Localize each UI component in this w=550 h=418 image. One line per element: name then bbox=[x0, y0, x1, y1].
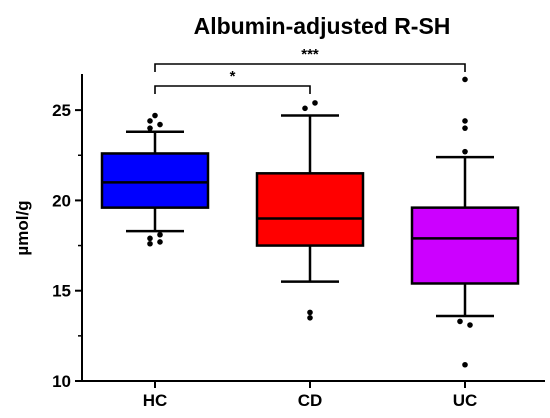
outlier-point-uc bbox=[462, 76, 468, 83]
x-tick-label-cd: CD bbox=[298, 391, 323, 410]
outlier-point-hc bbox=[157, 231, 163, 238]
box-uc bbox=[410, 206, 520, 285]
y-tick-label-25: 25 bbox=[52, 101, 71, 120]
bracket-line bbox=[154, 63, 466, 72]
significance-bracket-hc-uc: *** bbox=[154, 46, 466, 72]
significance-label: * bbox=[230, 68, 236, 85]
y-axis-label: µmol/g bbox=[13, 200, 32, 255]
box-group-cd bbox=[255, 100, 365, 321]
bracket-line bbox=[154, 85, 311, 94]
outlier-point-hc bbox=[152, 112, 158, 119]
box-group-uc bbox=[410, 76, 520, 368]
outlier-point-cd bbox=[312, 100, 318, 106]
box-group-hc bbox=[100, 112, 210, 247]
y-tick-label-10: 10 bbox=[52, 372, 71, 391]
x-tick-label-uc: UC bbox=[453, 391, 478, 410]
box-hc bbox=[100, 152, 210, 209]
outlier-point-hc bbox=[147, 240, 153, 247]
significance-label: *** bbox=[301, 46, 319, 63]
outlier-point-uc bbox=[462, 118, 468, 124]
outlier-point-hc bbox=[147, 118, 153, 124]
outlier-point-uc bbox=[467, 322, 473, 328]
chart-title: Albumin-adjusted R-SH bbox=[194, 13, 451, 39]
outlier-point-uc bbox=[462, 125, 468, 131]
outlier-point-cd bbox=[302, 105, 308, 112]
outlier-point-hc bbox=[147, 235, 153, 242]
outlier-point-hc bbox=[157, 121, 163, 128]
outlier-point-hc bbox=[147, 125, 153, 131]
outlier-point-cd bbox=[307, 309, 313, 316]
y-tick-label-20: 20 bbox=[52, 191, 71, 210]
outlier-point-uc bbox=[462, 148, 468, 155]
significance-bracket-hc-cd: * bbox=[154, 68, 311, 94]
x-tick-label-hc: HC bbox=[143, 391, 168, 410]
outlier-point-cd bbox=[307, 314, 313, 321]
y-tick-label-15: 15 bbox=[52, 282, 71, 301]
outlier-point-uc bbox=[462, 361, 468, 368]
box-cd bbox=[255, 172, 365, 247]
outlier-point-hc bbox=[157, 239, 163, 245]
outlier-point-uc bbox=[457, 318, 463, 325]
